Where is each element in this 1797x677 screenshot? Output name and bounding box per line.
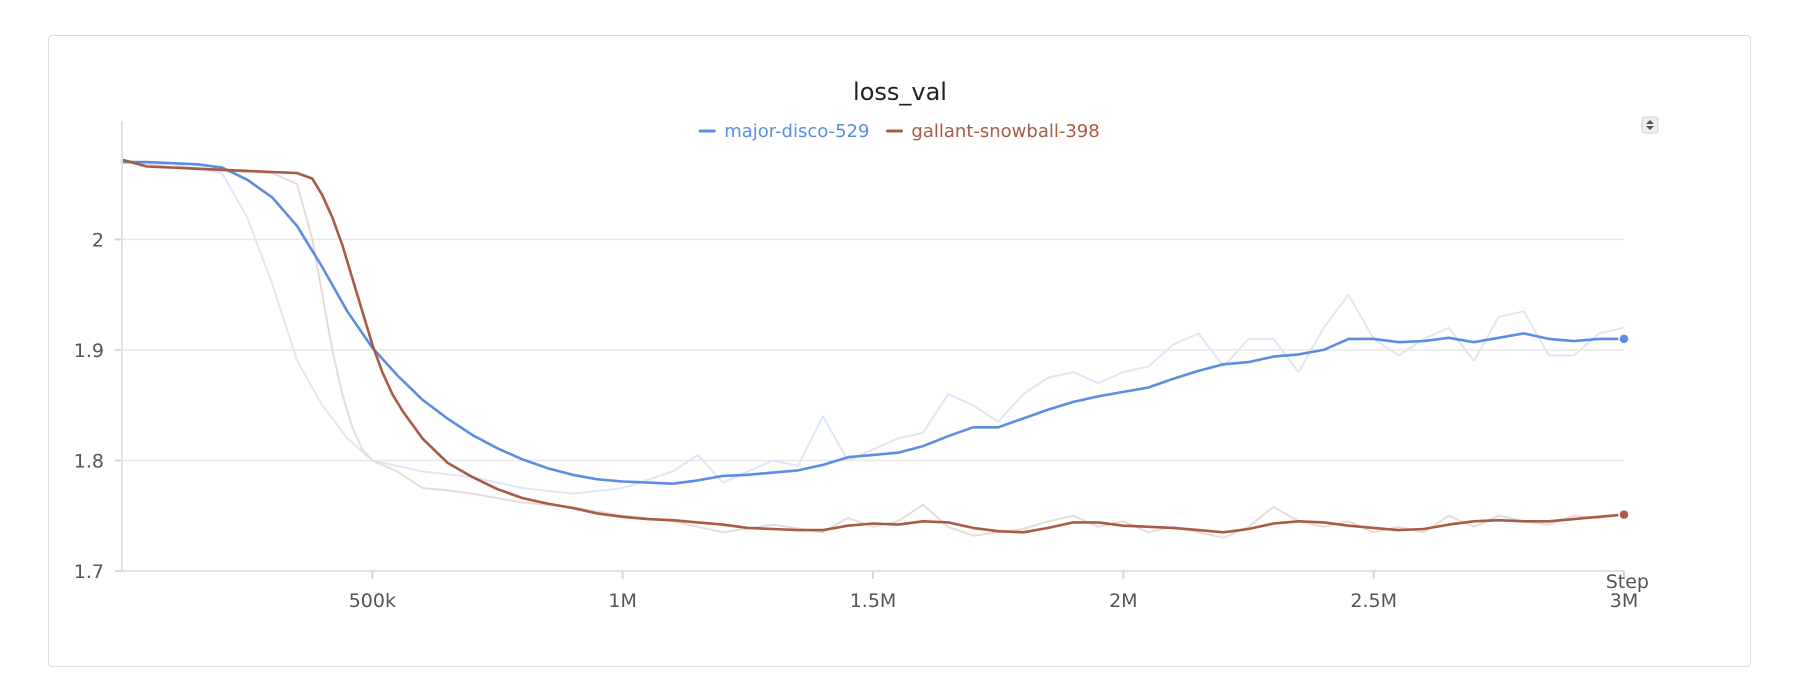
x-tick-label-1: 1M bbox=[608, 590, 636, 612]
smoothed-series-line-1[interactable] bbox=[120, 160, 1626, 486]
smoothed-series-line-2[interactable] bbox=[120, 158, 1626, 534]
x-tick-label-5: 3M bbox=[1610, 590, 1638, 612]
raw-series-layer bbox=[121, 158, 1625, 539]
x-tick-label-0: 500k bbox=[349, 590, 396, 612]
raw-series-line-1 bbox=[121, 161, 1625, 495]
legend-sort-button[interactable] bbox=[1641, 116, 1659, 134]
chart-title: loss_val bbox=[853, 78, 947, 106]
legend-sort-control[interactable] bbox=[1641, 116, 1659, 134]
chart-panel: 1.7 1.8 1.9 2 500k 1M 1.5M 2M 2.5M 3M loss_val ma… bbox=[48, 35, 1751, 667]
grid-layer bbox=[122, 238, 1624, 462]
series-endpoint-1[interactable] bbox=[1618, 333, 1630, 345]
y-tick-label-0: 1.7 bbox=[74, 561, 104, 583]
sort-up-icon bbox=[1646, 120, 1654, 124]
line-chart: 1.7 1.8 1.9 2 500k 1M 1.5M 2M 2.5M 3M loss_val ma… bbox=[74, 78, 1659, 612]
y-tick-label-1: 1.8 bbox=[74, 450, 104, 472]
y-tick-label-2: 1.9 bbox=[74, 340, 104, 362]
sort-down-icon bbox=[1646, 126, 1654, 130]
x-tick-label-2: 1.5M bbox=[850, 590, 897, 612]
raw-series-line-2 bbox=[121, 158, 1625, 539]
axis-layer: 1.7 1.8 1.9 2 500k 1M 1.5M 2M 2.5M 3M bbox=[74, 121, 1638, 612]
legend-label-2: gallant-snowball-398 bbox=[911, 121, 1099, 142]
legend-item-1[interactable]: major-disco-529 bbox=[698, 121, 869, 142]
x-tick-label-4: 2.5M bbox=[1350, 590, 1397, 612]
legend: major-disco-529 gallant-snowball-398 bbox=[698, 121, 1100, 142]
x-axis-label: Step bbox=[1606, 571, 1649, 593]
series-endpoint-2[interactable] bbox=[1618, 508, 1630, 521]
endpoint-layer bbox=[1618, 333, 1630, 521]
legend-item-2[interactable]: gallant-snowball-398 bbox=[885, 121, 1100, 142]
smoothed-series-layer bbox=[120, 158, 1626, 534]
legend-label-1: major-disco-529 bbox=[724, 121, 869, 142]
y-tick-label-3: 2 bbox=[92, 229, 104, 251]
x-tick-label-3: 2M bbox=[1109, 590, 1137, 612]
